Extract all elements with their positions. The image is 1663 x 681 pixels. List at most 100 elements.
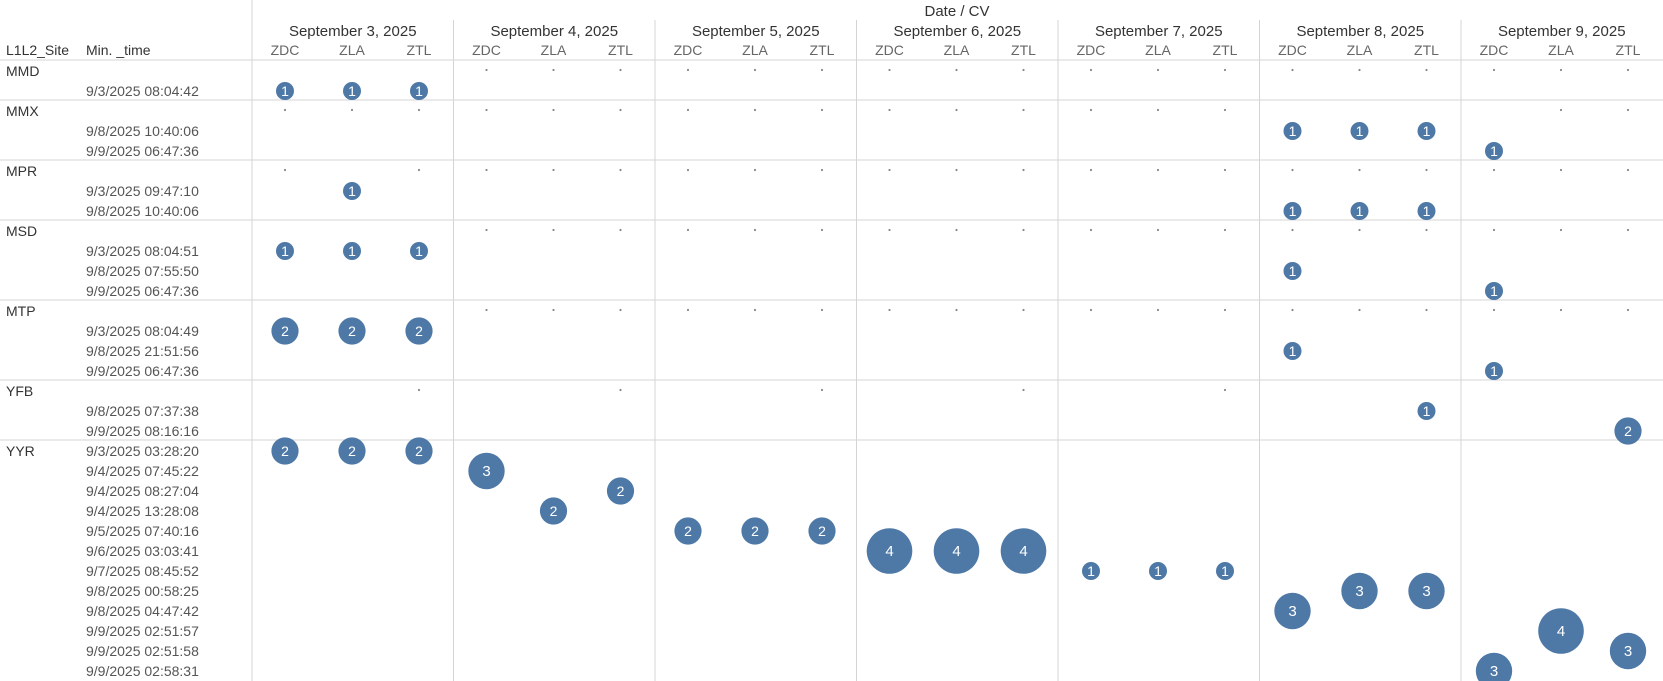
null-marker xyxy=(619,168,622,172)
bubble-mpr-zdc[interactable]: 1 xyxy=(1283,202,1302,220)
bubble-mark[interactable] xyxy=(1609,632,1647,670)
bubble-yyr-ztl[interactable]: 2 xyxy=(808,517,836,545)
bubble-yyr-ztl[interactable]: 4 xyxy=(1000,528,1047,574)
bubble-mmx-zla[interactable]: 1 xyxy=(1350,122,1369,140)
bubble-mark[interactable] xyxy=(539,497,568,525)
bubble-yyr-ztl[interactable]: 2 xyxy=(606,477,635,505)
bubble-mark[interactable] xyxy=(1417,402,1436,420)
bubble-mark[interactable] xyxy=(1614,417,1642,445)
bubble-yyr-zdc[interactable]: 3 xyxy=(468,452,505,490)
bubble-mpr-ztl[interactable]: 1 xyxy=(1417,202,1436,220)
bubble-msd-zdc[interactable]: 1 xyxy=(276,242,294,260)
bubble-msd-zla[interactable]: 1 xyxy=(343,242,361,260)
bubble-yyr-zla[interactable]: 2 xyxy=(741,517,769,545)
bubble-mark[interactable] xyxy=(271,437,299,465)
bubble-mark[interactable] xyxy=(1283,262,1302,280)
bubble-mark[interactable] xyxy=(1485,142,1503,160)
bubble-mark[interactable] xyxy=(1283,202,1302,220)
bubble-mark[interactable] xyxy=(741,517,769,545)
bubble-mark[interactable] xyxy=(1149,562,1167,580)
bubble-yfb-ztl[interactable]: 2 xyxy=(1614,417,1642,445)
bubble-mark[interactable] xyxy=(1485,282,1503,300)
bubble-mark[interactable] xyxy=(808,517,836,545)
bubble-mark[interactable] xyxy=(276,242,294,260)
bubble-mmx-ztl[interactable]: 1 xyxy=(1417,122,1436,140)
bubble-value-label: 3 xyxy=(1355,583,1363,600)
bubble-mark[interactable] xyxy=(1283,122,1302,140)
bubble-mark[interactable] xyxy=(1538,608,1584,654)
bubble-msd-zdc[interactable]: 1 xyxy=(1283,262,1302,280)
bubble-mark[interactable] xyxy=(866,528,913,574)
bubble-mark[interactable] xyxy=(405,317,433,345)
cv-header-zla: ZLA xyxy=(541,42,567,58)
bubble-mpr-zla[interactable]: 1 xyxy=(343,182,361,200)
bubble-mark[interactable] xyxy=(276,82,294,100)
bubble-mark[interactable] xyxy=(468,452,505,490)
bubble-mmd-zdc[interactable]: 1 xyxy=(276,82,294,100)
bubble-mark[interactable] xyxy=(1274,592,1311,630)
bubble-mtp-zla[interactable]: 2 xyxy=(338,317,366,345)
bubble-mark[interactable] xyxy=(338,437,366,465)
time-label: 9/8/2025 07:55:50 xyxy=(86,263,199,279)
time-label: 9/3/2025 08:04:49 xyxy=(86,323,199,339)
bubble-yyr-zdc[interactable]: 3 xyxy=(1274,592,1311,630)
bubble-mtp-ztl[interactable]: 2 xyxy=(405,317,433,345)
null-marker xyxy=(1559,308,1563,312)
bubble-yyr-zdc[interactable]: 3 xyxy=(1475,652,1513,681)
bubble-yyr-zdc[interactable]: 1 xyxy=(1082,562,1100,580)
bubble-mmx-zdc[interactable]: 1 xyxy=(1485,142,1503,160)
bubble-mtp-zdc[interactable]: 2 xyxy=(271,317,299,345)
bubble-yfb-ztl[interactable]: 1 xyxy=(1417,402,1436,420)
bubble-mark[interactable] xyxy=(271,317,299,345)
time-label: 9/6/2025 03:03:41 xyxy=(86,543,199,559)
bubble-mark[interactable] xyxy=(338,317,366,345)
site-label-mmx: MMX xyxy=(6,103,39,119)
bubble-mark[interactable] xyxy=(933,528,980,574)
bubble-mark[interactable] xyxy=(1417,202,1436,220)
bubble-mark[interactable] xyxy=(1216,562,1234,580)
bubble-mmd-ztl[interactable]: 1 xyxy=(410,82,428,100)
bubble-yyr-zla[interactable]: 4 xyxy=(1538,608,1584,654)
bubble-yyr-zla[interactable]: 2 xyxy=(338,437,366,465)
bubble-mmx-zdc[interactable]: 1 xyxy=(1283,122,1302,140)
bubble-yyr-zla[interactable]: 2 xyxy=(539,497,568,525)
bubble-mmd-zla[interactable]: 1 xyxy=(343,82,361,100)
bubble-msd-zdc[interactable]: 1 xyxy=(1485,282,1503,300)
bubble-mpr-zla[interactable]: 1 xyxy=(1350,202,1369,220)
bubble-mark[interactable] xyxy=(343,82,361,100)
bubble-mark[interactable] xyxy=(1417,122,1436,140)
bubble-yyr-ztl[interactable]: 2 xyxy=(405,437,433,465)
bubble-yyr-ztl[interactable]: 3 xyxy=(1609,632,1647,670)
bubble-msd-ztl[interactable]: 1 xyxy=(410,242,428,260)
cv-header-zdc: ZDC xyxy=(472,42,501,58)
bubble-yyr-zdc[interactable]: 2 xyxy=(674,517,702,545)
null-marker xyxy=(1089,308,1093,312)
bubble-mtp-zdc[interactable]: 1 xyxy=(1485,362,1503,380)
bubble-yyr-zla[interactable]: 1 xyxy=(1149,562,1167,580)
bubble-mark[interactable] xyxy=(674,517,702,545)
bubble-mark[interactable] xyxy=(1350,202,1369,220)
bubble-yyr-zla[interactable]: 3 xyxy=(1341,572,1378,610)
bubble-mark[interactable] xyxy=(343,242,361,260)
bubble-mark[interactable] xyxy=(1082,562,1100,580)
bubble-mark[interactable] xyxy=(1000,528,1047,574)
bubble-mark[interactable] xyxy=(410,242,428,260)
bubble-mtp-zdc[interactable]: 1 xyxy=(1283,342,1302,360)
bubble-yyr-zdc[interactable]: 2 xyxy=(271,437,299,465)
bubble-mark[interactable] xyxy=(1475,652,1513,681)
null-marker xyxy=(1425,228,1428,232)
bubble-mark[interactable] xyxy=(1485,362,1503,380)
bubble-yyr-ztl[interactable]: 1 xyxy=(1216,562,1234,580)
bubble-yyr-ztl[interactable]: 3 xyxy=(1408,572,1445,610)
bubble-mark[interactable] xyxy=(343,182,361,200)
bubble-mark[interactable] xyxy=(1408,572,1445,610)
bubble-yyr-zdc[interactable]: 4 xyxy=(866,528,913,574)
bubble-mark[interactable] xyxy=(1341,572,1378,610)
time-label: 9/3/2025 09:47:10 xyxy=(86,183,199,199)
bubble-mark[interactable] xyxy=(405,437,433,465)
bubble-yyr-zla[interactable]: 4 xyxy=(933,528,980,574)
bubble-mark[interactable] xyxy=(1283,342,1302,360)
bubble-mark[interactable] xyxy=(410,82,428,100)
bubble-mark[interactable] xyxy=(1350,122,1369,140)
bubble-mark[interactable] xyxy=(606,477,635,505)
